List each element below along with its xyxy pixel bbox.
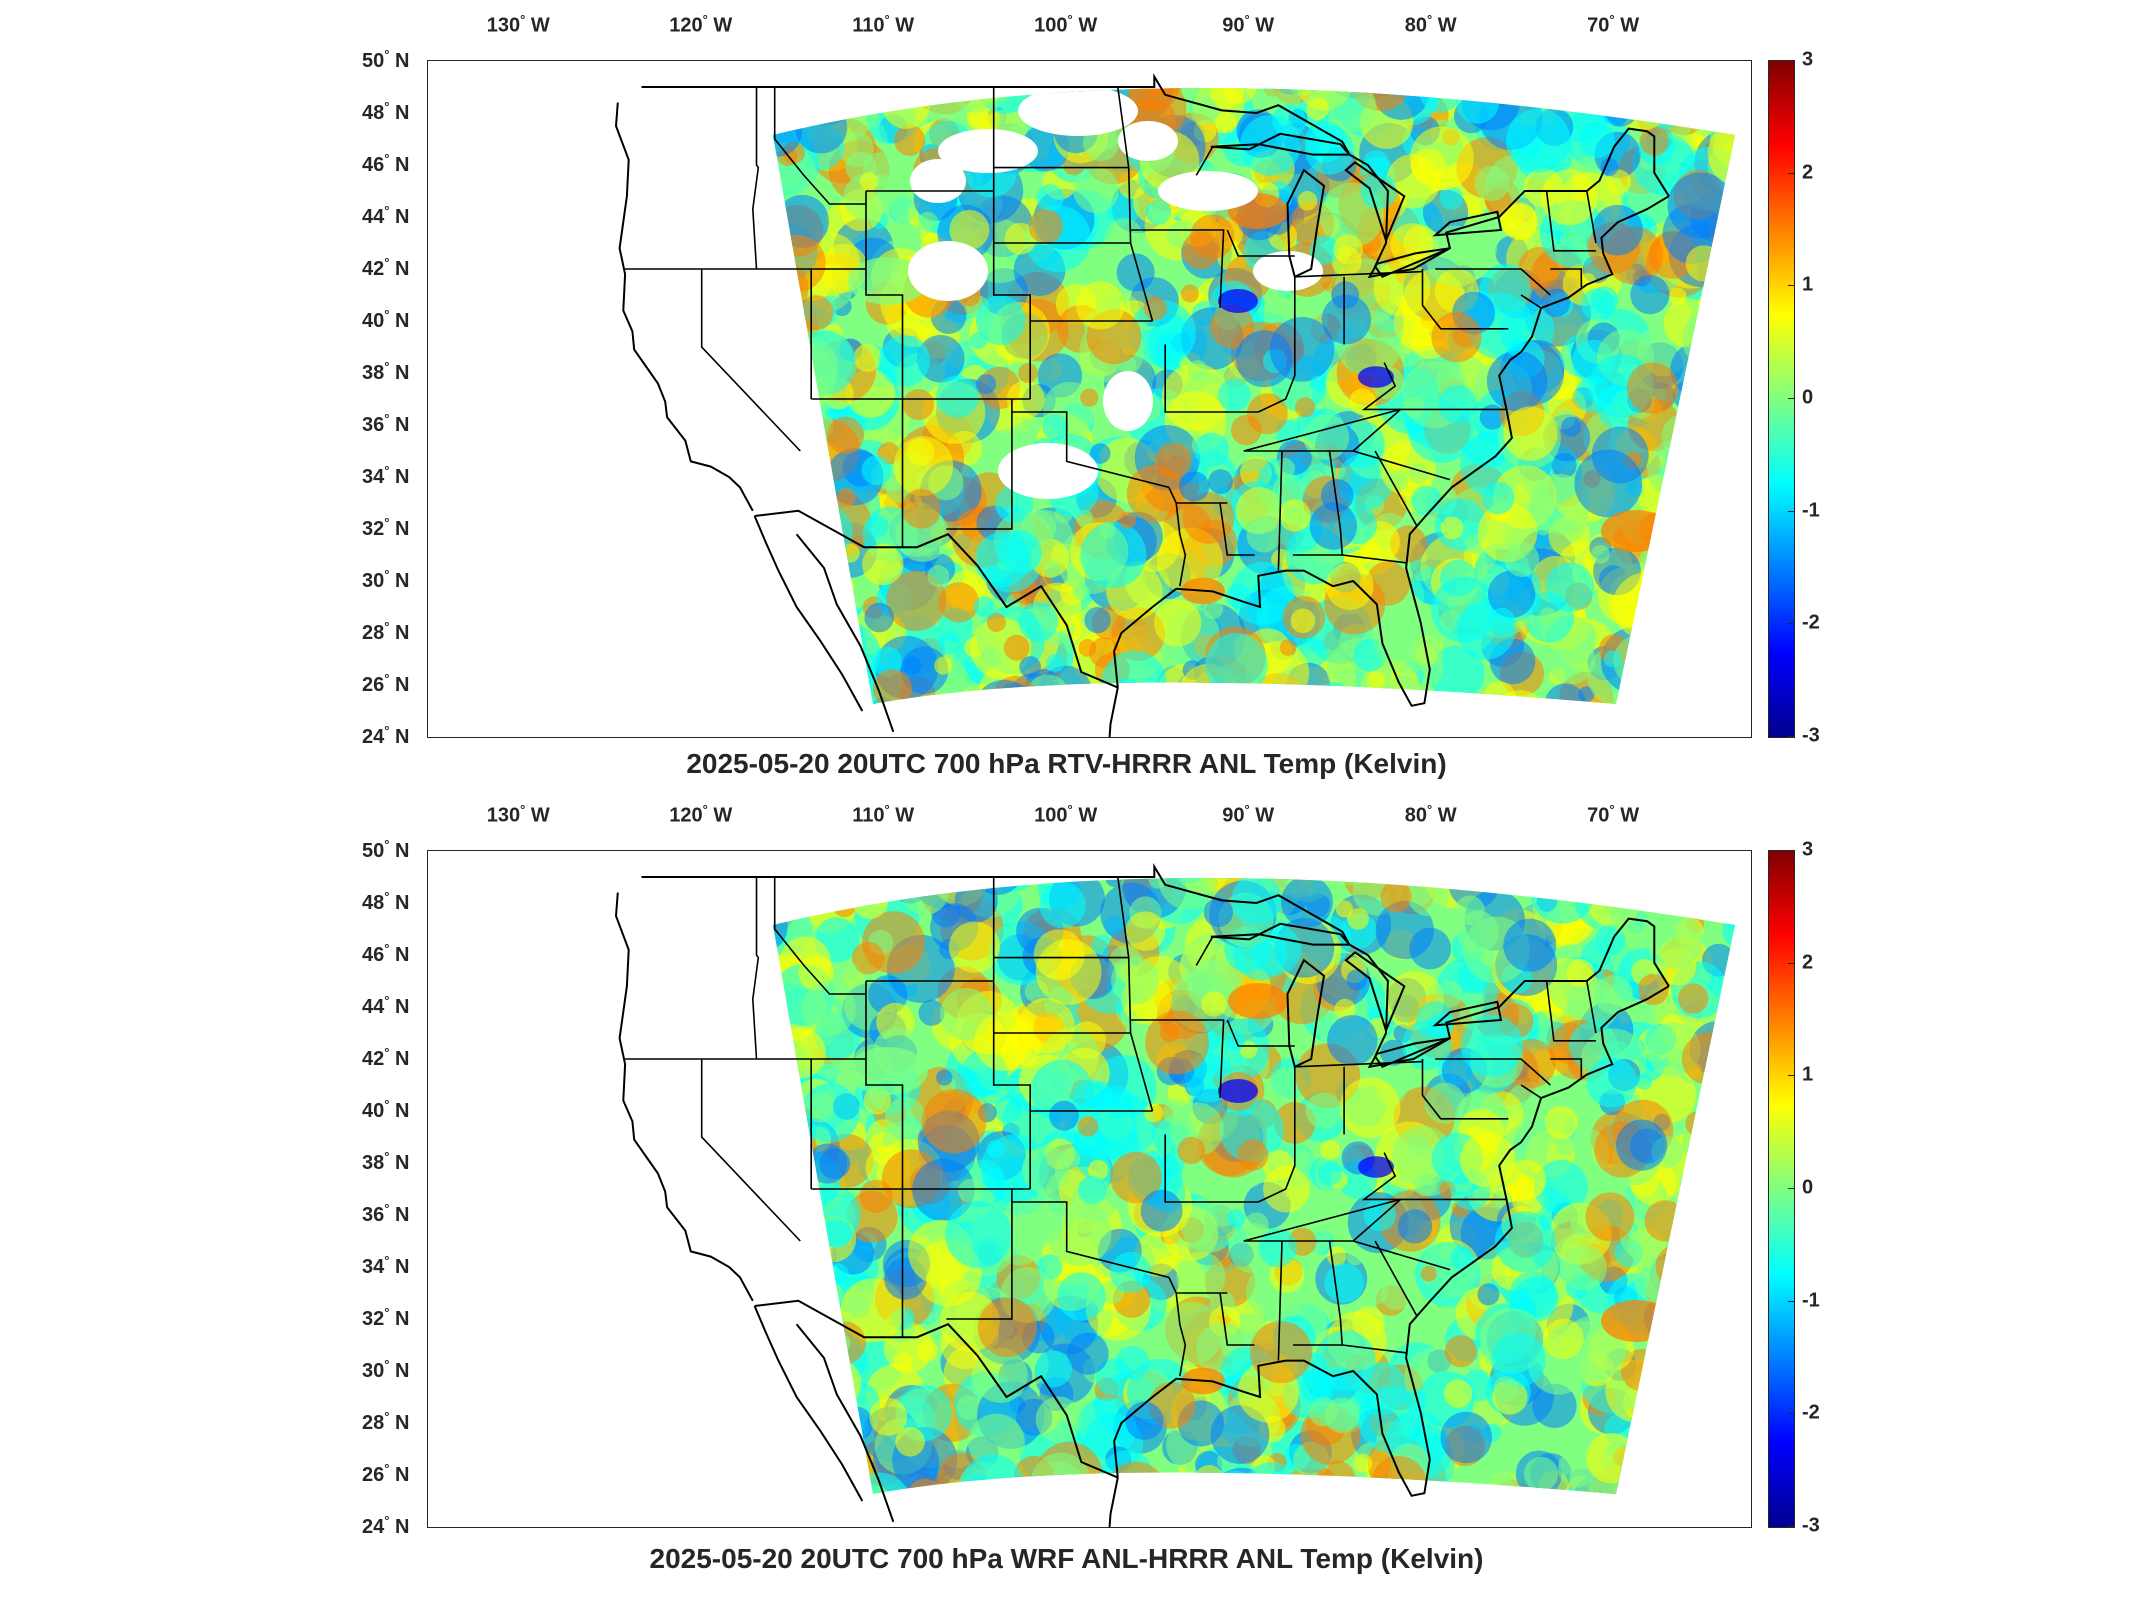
longitude-label: 70° W: [1587, 12, 1640, 37]
latitude-label: 46° N: [362, 941, 410, 966]
colorbar-tick-mark: [1788, 962, 1794, 964]
top-map-panel: 130° W 120° W 110° W 100° W 90° W 80° W 70° W …: [0, 0, 2133, 795]
temperature-field-map: [428, 851, 1751, 1527]
latitude-label: 48° N: [362, 99, 410, 124]
colorbar-tick-label: 3: [1802, 48, 1814, 71]
colorbar-tick-label: 2: [1802, 951, 1814, 974]
latitude-label: 42° N: [362, 255, 410, 280]
latitude-label: 30° N: [362, 1357, 410, 1382]
colorbar-tick-label: -2: [1802, 611, 1820, 634]
bottom-map-panel: 130° W 120° W 110° W 100° W 90° W 80° W 70° W …: [0, 795, 2133, 1600]
colorbar: [1768, 850, 1795, 1528]
map-plot-area: [427, 850, 1752, 1528]
colorbar: [1768, 60, 1795, 738]
colorbar-tick-label: 1: [1802, 273, 1814, 296]
latitude-label: 32° N: [362, 1305, 410, 1330]
latitude-label: 38° N: [362, 359, 410, 384]
longitude-label: 80° W: [1404, 12, 1457, 37]
latitude-label: 30° N: [362, 567, 410, 592]
latitude-label: 28° N: [362, 619, 410, 644]
colorbar-tick-mark: [1788, 1075, 1794, 1077]
colorbar-tick-label: -1: [1802, 1289, 1820, 1312]
colorbar-tick-label: 1: [1802, 1063, 1814, 1086]
colorbar-tick-mark: [1788, 850, 1794, 851]
longitude-label: 90° W: [1222, 802, 1275, 827]
temperature-field-map: [428, 61, 1751, 737]
colorbar-tick-mark: [1788, 1300, 1794, 1302]
latitude-label: 36° N: [362, 1201, 410, 1226]
colorbar-tick-label: 3: [1802, 838, 1814, 861]
colorbar-tick-label: -1: [1802, 499, 1820, 522]
latitude-label: 24° N: [362, 1513, 410, 1538]
latitude-label: 46° N: [362, 151, 410, 176]
colorbar-tick-mark: [1788, 1526, 1794, 1527]
colorbar-tick-mark: [1788, 510, 1794, 512]
colorbar-tick-label: -3: [1802, 1514, 1820, 1537]
longitude-label: 70° W: [1587, 802, 1640, 827]
boundaries: [614, 862, 1670, 1527]
longitude-label: 130° W: [486, 802, 550, 827]
latitude-label: 26° N: [362, 671, 410, 696]
colorbar-tick-label: 0: [1802, 386, 1814, 409]
latitude-label: 50° N: [362, 837, 410, 862]
map-plot-area: [427, 60, 1752, 738]
colorbar-tick-mark: [1788, 172, 1794, 174]
latitude-label: 34° N: [362, 463, 410, 488]
latitude-label: 38° N: [362, 1149, 410, 1174]
longitude-label: 100° W: [1034, 802, 1098, 827]
latitude-label: 36° N: [362, 411, 410, 436]
latitude-label: 48° N: [362, 889, 410, 914]
latitude-label: 40° N: [362, 1097, 410, 1122]
longitude-label: 110° W: [852, 802, 915, 827]
boundaries: [614, 72, 1670, 737]
longitude-label: 120° W: [669, 12, 733, 37]
colorbar-tick-mark: [1788, 1188, 1794, 1189]
panel-title: 2025-05-20 20UTC 700 hPa WRF ANL-HRRR AN…: [649, 1543, 1484, 1574]
latitude-label: 50° N: [362, 47, 410, 72]
longitude-label: 90° W: [1222, 12, 1275, 37]
colorbar-tick-label: 2: [1802, 161, 1814, 184]
latitude-label: 44° N: [362, 203, 410, 228]
latitude-label: 24° N: [362, 723, 410, 748]
colorbar-tick-mark: [1788, 736, 1794, 737]
colorbar-tick-label: -3: [1802, 724, 1820, 747]
longitude-label: 130° W: [486, 12, 550, 37]
latitude-label: 44° N: [362, 993, 410, 1018]
panel-title: 2025-05-20 20UTC 700 hPa RTV-HRRR ANL Te…: [686, 748, 1447, 779]
latitude-label: 40° N: [362, 307, 410, 332]
longitude-label: 80° W: [1404, 802, 1457, 827]
longitude-label: 100° W: [1034, 12, 1098, 37]
latitude-label: 28° N: [362, 1409, 410, 1434]
latitude-label: 26° N: [362, 1461, 410, 1486]
colorbar-tick-mark: [1788, 623, 1794, 625]
latitude-label: 32° N: [362, 515, 410, 540]
colorbar-tick-label: -2: [1802, 1401, 1820, 1424]
colorbar-tick-mark: [1788, 398, 1794, 399]
colorbar-tick-label: 0: [1802, 1176, 1814, 1199]
colorbar-tick-mark: [1788, 285, 1794, 287]
longitude-label: 120° W: [669, 802, 733, 827]
colorbar-tick-mark: [1788, 1413, 1794, 1415]
colorbar-tick-mark: [1788, 60, 1794, 61]
latitude-label: 42° N: [362, 1045, 410, 1070]
latitude-label: 34° N: [362, 1253, 410, 1278]
longitude-label: 110° W: [852, 12, 915, 37]
